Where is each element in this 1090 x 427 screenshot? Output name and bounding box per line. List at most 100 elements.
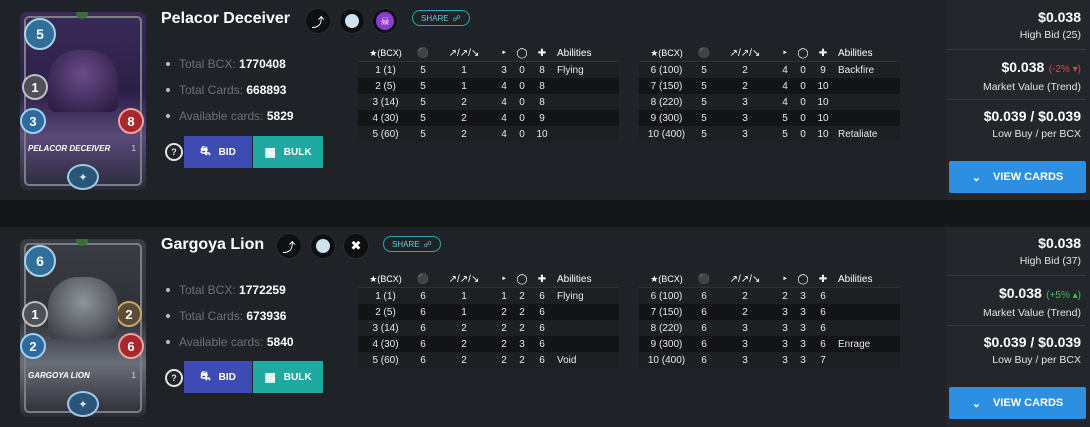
cell-mana: 6 [701, 322, 707, 334]
cell-atk: 2 [742, 80, 748, 92]
cell-hp: 6 [539, 354, 545, 366]
cell-lvl: 3 (14) [372, 96, 399, 108]
card-image[interactable]: 6 1 2 2 6 GARGOYA LION 1 ✦ [20, 239, 146, 417]
armor-col-icon: ◯ [513, 45, 531, 62]
table-row: 1 (1) 5 1 3 0 8 Flying [358, 61, 619, 78]
cell-ab [553, 110, 619, 126]
cell-spd: 3 [501, 64, 507, 76]
level-table-right: ★(BCX) ⚫ ↗/↗/↘ ‣ ◯ ✚ Abilities 6 (100) 6 2… [639, 271, 900, 368]
cell-atk: 3 [742, 96, 748, 108]
attack-stat: 1 [22, 74, 48, 100]
cell-ab: Enrage [838, 338, 871, 350]
cell-ab: Void [557, 354, 577, 366]
cell-mana: 5 [420, 112, 426, 124]
health-col-icon: ✚ [812, 271, 834, 288]
cell-mana: 6 [420, 338, 426, 350]
cell-spd: 2 [501, 322, 507, 334]
attack-col-icon: ↗/↗/↘ [714, 45, 776, 62]
attack-stat: 1 [22, 301, 48, 327]
cell-ab [553, 94, 619, 110]
cell-hp: 10 [536, 128, 548, 140]
cell-hp: 9 [539, 112, 545, 124]
bid-button[interactable]: ⛐ BID [184, 361, 252, 393]
death-splinter-icon: ☠ [372, 8, 398, 34]
cell-atk: 2 [742, 306, 748, 318]
level-table-left: ★(BCX) ⚫ ↗/↗/↘ ‣ ◯ ✚ Abilities 1 (1) 6 1 1 2… [358, 271, 619, 368]
trend-up: (+5% ▴) [1046, 290, 1081, 301]
cell-armor: 0 [519, 64, 525, 76]
star-icon: ★ [369, 273, 378, 284]
star-icon: ★ [369, 47, 378, 58]
card-stats-info: Total BCX: 1770408 Total Cards: 668893 A… [166, 56, 294, 134]
neutral-element-icon [339, 8, 365, 34]
neutral-element-icon [310, 233, 336, 259]
cell-atk: 3 [742, 112, 748, 124]
market-value: $0.038 (+5% ▴) Market Value (Trend) [982, 285, 1081, 319]
cell-ab [834, 320, 900, 336]
table-row: 6 (100) 6 2 2 3 6 [639, 287, 900, 304]
cell-atk: 2 [461, 354, 467, 366]
table-row: 8 (220) 5 3 4 0 10 [639, 94, 900, 110]
cell-atk: 2 [461, 322, 467, 334]
cell-spd: 4 [782, 64, 788, 76]
cell-atk: 2 [742, 290, 748, 302]
speed-col-icon: ‣ [776, 271, 794, 288]
calculator-icon: ▦ [264, 145, 276, 159]
help-icon[interactable]: ? [165, 143, 183, 161]
card-title[interactable]: Gargoya Lion [161, 236, 265, 253]
level-table-left: ★(BCX) ⚫ ↗/↗/↘ ‣ ◯ ✚ Abilities 1 (1) 5 1 3 0… [358, 45, 619, 142]
view-cards-button[interactable]: ⌄ VIEW CARDS [949, 387, 1086, 419]
card-level: 1 [131, 371, 136, 380]
table-row: 1 (1) 6 1 1 2 6 Flying [358, 287, 619, 304]
cell-hp: 6 [820, 290, 826, 302]
view-cards-button[interactable]: ⌄ VIEW CARDS [949, 161, 1086, 193]
cell-armor: 3 [800, 306, 806, 318]
table-header: ★(BCX) ⚫ ↗/↗/↘ ‣ ◯ ✚ Abilities [639, 45, 900, 62]
share-button[interactable]: SHARE ☍ [383, 236, 441, 252]
table-row: 4 (30) 6 2 2 3 6 [358, 336, 619, 352]
cell-armor: 3 [800, 354, 806, 366]
share-icon: ☍ [423, 239, 432, 249]
cell-atk: 3 [742, 354, 748, 366]
bulk-button[interactable]: ▦ BULK [253, 361, 323, 393]
cell-mana: 6 [701, 290, 707, 302]
bid-button[interactable]: ⛐ BID [184, 136, 252, 168]
cell-mana: 5 [701, 112, 707, 124]
share-button[interactable]: SHARE ☍ [412, 10, 470, 26]
cell-armor: 2 [519, 290, 525, 302]
card-title[interactable]: Pelacor Deceiver [161, 10, 290, 27]
gladiator-icon: ⤴ [276, 233, 302, 259]
mana-icon: 5 [24, 18, 56, 50]
cell-ab [834, 304, 900, 320]
mana-col-icon: ⚫ [413, 45, 433, 62]
cell-hp: 6 [539, 306, 545, 318]
help-icon[interactable]: ? [165, 369, 183, 387]
bulk-button[interactable]: ▦ BULK [253, 136, 323, 168]
cell-spd: 4 [501, 112, 507, 124]
cell-armor: 2 [519, 354, 525, 366]
card-image[interactable]: 5 1 3 8 PELACOR DECEIVER 1 ✦ [20, 12, 146, 190]
card-art [48, 50, 118, 112]
cell-mana: 5 [701, 128, 707, 140]
card-stats-info: Total BCX: 1772259 Total Cards: 673936 A… [166, 282, 294, 360]
table-row: 5 (60) 5 2 4 0 10 [358, 126, 619, 142]
high-bid: $0.038 High Bid (37) [1019, 235, 1081, 267]
total-cards: Total Cards: 673936 [166, 308, 294, 334]
cell-mana: 6 [701, 338, 707, 350]
attack-col-icon: ↗/↗/↘ [433, 271, 495, 288]
table-row: 3 (14) 6 2 2 2 6 [358, 320, 619, 336]
cell-ab [834, 352, 900, 368]
card-listing-gargoya-lion: 6 1 2 2 6 GARGOYA LION 1 ✦ Gargoya Lion … [0, 227, 1090, 427]
cell-mana: 6 [420, 354, 426, 366]
low-buy: $0.039 / $0.039 Low Buy / per BCX [983, 334, 1081, 366]
table-row: 5 (60) 6 2 2 2 6 Void [358, 352, 619, 368]
mana-col-icon: ⚫ [413, 271, 433, 288]
speed-stat: 3 [20, 108, 46, 134]
cell-spd: 3 [782, 306, 788, 318]
available-cards: Available cards: 5829 [166, 108, 294, 134]
star-icon: ★ [650, 47, 659, 58]
cell-lvl: 6 (100) [650, 290, 683, 302]
total-cards: Total Cards: 668893 [166, 82, 294, 108]
cell-mana: 5 [420, 80, 426, 92]
cell-hp: 10 [817, 80, 829, 92]
